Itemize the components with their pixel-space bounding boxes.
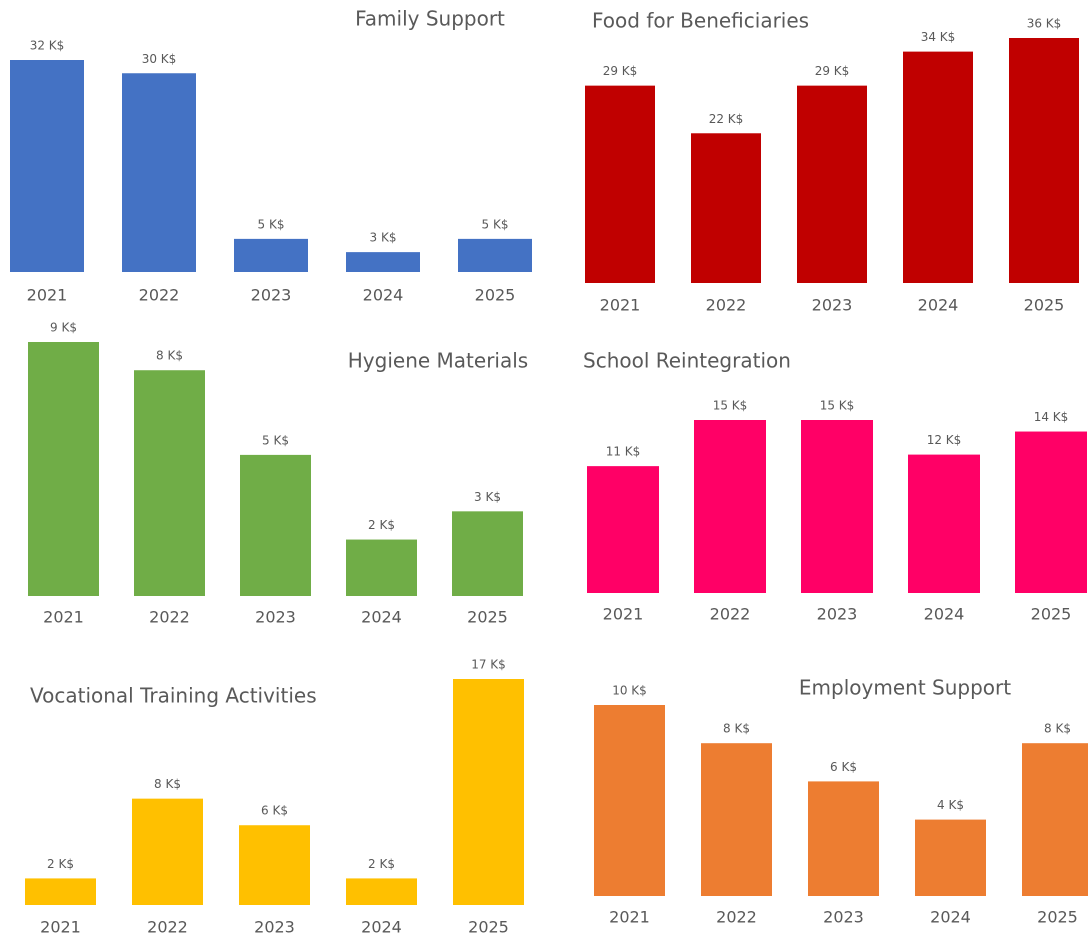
value-label: 2 K$: [368, 518, 395, 532]
bar: [28, 342, 99, 596]
value-label: 8 K$: [1044, 722, 1071, 736]
x-tick-label: 2021: [43, 608, 84, 627]
bar: [808, 781, 879, 896]
x-tick-label: 2022: [716, 908, 757, 927]
x-tick-label: 2021: [603, 605, 644, 624]
x-tick-label: 2021: [40, 918, 81, 935]
value-label: 17 K$: [471, 658, 506, 672]
value-label: 11 K$: [606, 445, 641, 459]
bar: [1009, 38, 1079, 283]
x-tick-label: 2023: [823, 908, 864, 927]
bar: [453, 679, 524, 905]
chart-title: Hygiene Materials: [348, 349, 528, 373]
x-tick-label: 2025: [475, 286, 516, 305]
bar: [132, 798, 203, 905]
chart-title: Family Support: [355, 7, 505, 31]
bar: [239, 825, 310, 905]
bar: [691, 133, 761, 283]
value-label: 12 K$: [927, 433, 962, 447]
x-tick-label: 2023: [254, 918, 295, 935]
value-label: 15 K$: [820, 399, 855, 413]
value-label: 6 K$: [261, 804, 288, 818]
value-label: 29 K$: [603, 64, 638, 78]
chart-title: School Reintegration: [583, 349, 791, 373]
bar: [903, 51, 973, 283]
value-label: 32 K$: [30, 39, 65, 53]
value-label: 30 K$: [142, 52, 177, 66]
x-tick-label: 2024: [361, 918, 402, 935]
value-label: 36 K$: [1027, 17, 1062, 31]
x-tick-label: 2023: [817, 605, 858, 624]
bar: [694, 420, 766, 593]
x-tick-label: 2022: [710, 605, 751, 624]
value-label: 5 K$: [482, 217, 509, 231]
value-label: 2 K$: [47, 857, 74, 871]
bar: [1022, 743, 1088, 896]
value-label: 29 K$: [815, 64, 850, 78]
value-label: 8 K$: [154, 777, 181, 791]
value-label: 10 K$: [612, 684, 647, 698]
bar: [452, 511, 523, 596]
value-label: 4 K$: [937, 798, 964, 812]
bar: [1015, 431, 1087, 593]
x-tick-label: 2021: [600, 296, 641, 315]
bar: [10, 60, 84, 272]
bar: [908, 454, 980, 593]
chart-title: Vocational Training Activities: [30, 684, 317, 708]
x-tick-label: 2023: [812, 296, 853, 315]
bar: [587, 466, 659, 593]
value-label: 3 K$: [474, 490, 501, 504]
value-label: 9 K$: [50, 321, 77, 335]
x-tick-label: 2025: [467, 608, 508, 627]
bar: [346, 252, 420, 272]
bar: [585, 85, 655, 283]
bar: [122, 73, 196, 272]
bar: [801, 420, 873, 593]
value-label: 5 K$: [258, 217, 285, 231]
x-tick-label: 2022: [147, 918, 188, 935]
bar: [594, 705, 665, 896]
value-label: 15 K$: [713, 399, 748, 413]
x-tick-label: 2024: [363, 286, 404, 305]
x-tick-label: 2022: [706, 296, 747, 315]
bar: [234, 238, 308, 272]
bar: [240, 454, 311, 596]
x-tick-label: 2025: [1031, 605, 1072, 624]
x-tick-label: 2024: [924, 605, 965, 624]
bar: [346, 878, 417, 905]
bar: [701, 743, 772, 896]
value-label: 8 K$: [156, 349, 183, 363]
value-label: 5 K$: [262, 433, 289, 447]
bar: [25, 878, 96, 905]
x-tick-label: 2024: [361, 608, 402, 627]
chart-title: Food for Beneficiaries: [592, 9, 809, 33]
value-label: 22 K$: [709, 112, 744, 126]
x-tick-label: 2025: [1024, 296, 1065, 315]
x-tick-label: 2025: [1037, 908, 1078, 927]
x-tick-label: 2024: [930, 908, 971, 927]
x-tick-label: 2021: [27, 286, 68, 305]
value-label: 14 K$: [1034, 410, 1069, 424]
bar: [134, 370, 205, 596]
x-tick-label: 2023: [255, 608, 296, 627]
value-label: 8 K$: [723, 722, 750, 736]
x-tick-label: 2022: [149, 608, 190, 627]
bar: [458, 238, 532, 272]
x-tick-label: 2021: [609, 908, 650, 927]
bar: [346, 539, 417, 596]
x-tick-label: 2024: [918, 296, 959, 315]
value-label: 6 K$: [830, 760, 857, 774]
value-label: 3 K$: [370, 231, 397, 245]
value-label: 34 K$: [921, 30, 956, 44]
bar: [915, 819, 986, 896]
x-tick-label: 2022: [139, 286, 180, 305]
x-tick-label: 2023: [251, 286, 292, 305]
bar: [797, 85, 867, 283]
x-tick-label: 2025: [468, 918, 509, 935]
chart-title: Employment Support: [799, 676, 1011, 700]
value-label: 2 K$: [368, 857, 395, 871]
